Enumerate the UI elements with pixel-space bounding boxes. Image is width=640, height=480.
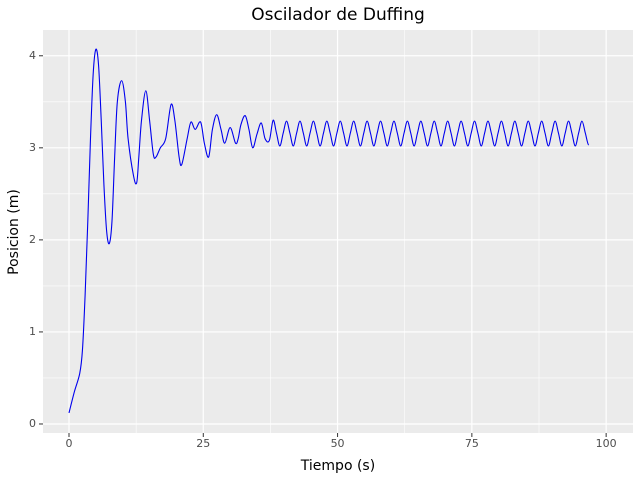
chart-title: Oscilador de Duffing	[251, 5, 425, 25]
x-tick-label: 25	[196, 437, 210, 450]
x-axis-label: Tiempo (s)	[300, 458, 375, 474]
x-tick-label: 50	[331, 437, 345, 450]
x-tick-label: 100	[596, 437, 617, 450]
x-tick-label: 0	[65, 437, 72, 450]
data-line	[68, 48, 590, 414]
y-tick-label: 3	[29, 141, 36, 154]
y-tick-label: 4	[29, 49, 36, 62]
y-tick-label: 2	[29, 233, 36, 246]
y-tick-label: 0	[29, 417, 36, 430]
x-tick-label: 75	[465, 437, 479, 450]
y-tick-label: 1	[29, 325, 36, 338]
y-axis-label: Posicion (m)	[6, 189, 22, 275]
